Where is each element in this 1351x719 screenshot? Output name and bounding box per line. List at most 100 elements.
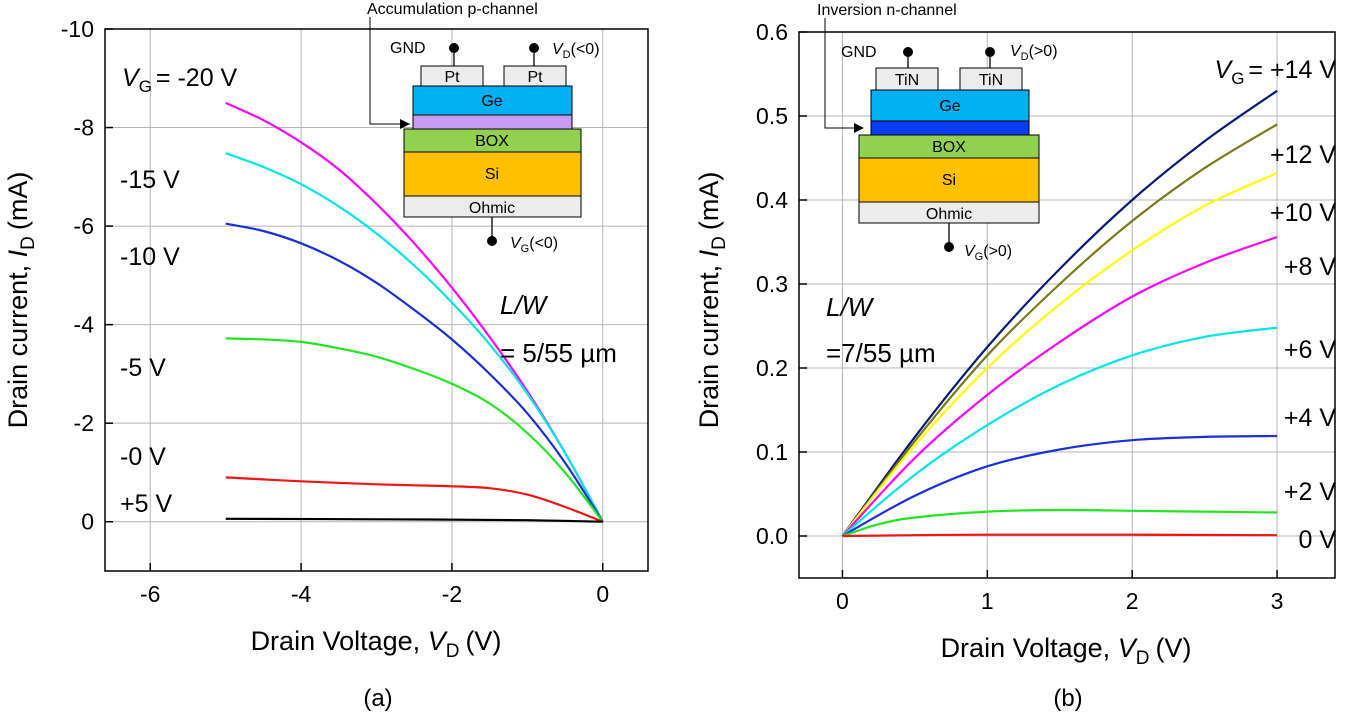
ohmic-label-b: Ohmic [926,206,972,223]
y-tick-label-a-3: -6 [74,213,94,239]
x-title-prefix-a: Drain Voltage, [251,626,421,656]
inset-arrowhead-b [854,123,864,133]
x-tick-label-a-3: 0 [596,581,609,607]
y-title-prefix-a: Drain current, [3,265,33,429]
series-line-a-2 [225,222,604,523]
si-label-a: Si [485,166,499,183]
gate-terminal-a [487,236,497,246]
vg-header-text-b: = +14 V [1248,56,1336,84]
inset-pointer-line-b [824,18,862,129]
series-line-b-3 [841,235,1278,537]
accumulation-channel-a [412,114,573,130]
x-tick-label-b-1: 1 [981,588,994,614]
vd-var-b: V [1010,43,1022,60]
drain-terminal-b [985,47,995,57]
y-tick-label-a-5: -10 [61,16,94,42]
ohmic-label-a: Ohmic [469,200,515,217]
y-tick-label-a-4: -8 [74,115,94,141]
y-axis-title-b: Drain current, ID (mA) [694,172,730,429]
y-tick-label-b-1: 0.1 [756,439,788,465]
curve-label-b-12v: +12 V [1270,141,1336,169]
plot-frame-a [104,28,649,572]
series-line-a-1 [225,152,604,523]
vd-sub-b: D [1021,51,1029,63]
inset-arrowhead-a [400,119,410,129]
ge-label-b: Ge [939,98,960,115]
plot-frame-b [798,31,1336,579]
inset-gnd-label-a: GND [390,40,426,57]
vg-header-b: VG = +14 V [1215,56,1337,88]
box-label-b: BOX [932,139,966,156]
vd-cond-a: (<0) [571,41,600,58]
inset-gnd-label-b: GND [841,44,877,61]
lw-value-a: = 5/55 µm [500,338,617,368]
y-tick-label-b-0: 0.0 [756,523,788,549]
curve-label-a-plus5v: +5 V [120,490,172,518]
y-tick-label-b-4: 0.4 [756,187,788,213]
y-title-unit-b: (mA) [694,172,724,230]
curve-label-a-0v: -0 V [120,443,166,471]
series-line-b-5 [841,434,1278,537]
x-tick-label-b-3: 3 [1271,588,1284,614]
curve-label-b-2v: +2 V [1284,478,1336,506]
panel-b: 0 1 2 3 0.0 0.1 0.2 0.3 0.4 0.5 0.6 Inversion n-ch… [694,2,1336,712]
box-label-a: BOX [475,133,509,150]
x-title-unit-a: (V) [465,626,501,656]
inset-vg-label-b: VG(>0) [964,243,1012,263]
vg-header-sub-a: G [139,77,152,96]
vg-cond-inset-b: (>0) [983,243,1012,260]
y-tick-label-b-6: 0.6 [756,19,788,45]
y-title-unit-a: (mA) [3,172,33,230]
y-tick-label-b-5: 0.5 [756,103,788,129]
x-title-sub-b: D [1136,648,1150,669]
x-tick-label-a-0: -6 [140,581,160,607]
inset-pointer-line-a [369,17,410,125]
inset-vd-label-a: VD(<0) [552,41,600,61]
series-line-b-7 [842,533,1278,538]
inset-vg-label-a: VG(<0) [510,235,558,255]
vg-var-inset-b: V [964,243,976,260]
curve-label-b-8v: +8 V [1284,253,1336,281]
vg-header-sub-b: G [1231,69,1244,88]
source-contact-label-a: Pt [444,69,460,86]
vg-sub-inset-b: G [975,251,984,263]
y-tick-label-b-3: 0.3 [756,271,788,297]
curve-label-a-5v: -5 V [120,354,166,382]
gnd-terminal-b [903,47,913,57]
vd-sub-a: D [563,49,571,61]
curve-label-b-6v: +6 V [1284,336,1336,364]
series-line-a-5 [225,517,603,523]
drain-contact-label-a: Pt [527,69,543,86]
ge-label-a: Ge [481,93,502,110]
y-title-var-b: I [694,249,724,257]
x-title-var-b: V [1118,633,1139,663]
ticks-b: 0 1 2 3 0.0 0.1 0.2 0.3 0.4 0.5 0.6 [756,19,1283,614]
vg-header-var-a: V [122,64,141,92]
y-tick-label-a-2: -4 [74,312,95,338]
inversion-channel-b [870,120,1030,136]
series-line-a-4 [225,476,604,523]
y-title-prefix-b: Drain current, [694,265,724,429]
y-axis-title-a: Drain current, ID (mA) [3,172,39,429]
series-line-b-4 [841,326,1278,537]
gnd-terminal-a [449,43,459,53]
ticks-a: -6 -4 -2 0 0 -2 -4 -6 -8 -10 [61,16,609,607]
inset-diagram-b: Inversion n-channel GND VD(>0) TiN TiN G… [817,2,1058,263]
vd-var-a: V [552,41,564,58]
inset-title-a: Accumulation p-channel [367,1,538,18]
drain-terminal-a [529,43,539,53]
x-tick-label-a-1: -4 [291,581,312,607]
panel-a: -6 -4 -2 0 0 -2 -4 -6 -8 -10 Accumulation p-chann… [3,1,649,712]
inset-diagram-a: Accumulation p-channel GND VD(<0) Pt Pt … [367,1,600,255]
y-title-sub-a: D [18,236,39,250]
curve-label-b-4v: +4 V [1284,404,1336,432]
x-title-sub-a: D [446,641,460,662]
source-contact-label-b: TiN [895,72,919,89]
lw-value-b: =7/55 µm [826,338,936,368]
ge-layer-b [870,89,1030,122]
panel-caption-b: (b) [1053,685,1082,712]
x-axis-title-a: Drain Voltage, VD (V) [251,626,502,662]
x-axis-title-b: Drain Voltage, VD (V) [941,633,1192,669]
x-title-unit-b: (V) [1155,633,1191,663]
